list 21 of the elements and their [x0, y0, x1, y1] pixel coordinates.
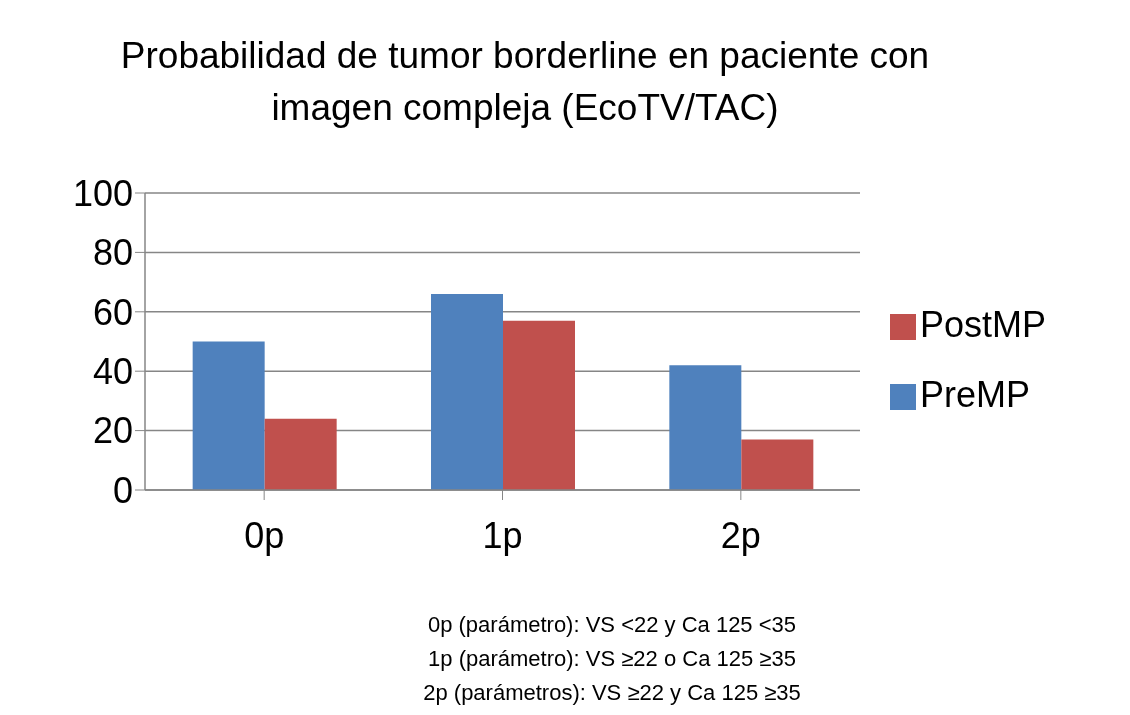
text: 2p (parámetros): VS ≥22 y Ca 125 ≥35 [422, 679, 802, 707]
y-tick-label: 20 [92, 410, 133, 452]
y-tick-label: 40 [92, 350, 133, 392]
bar [741, 439, 814, 490]
bar [431, 293, 503, 490]
y-tick-label: 0 [112, 469, 133, 511]
bar [503, 320, 575, 490]
bar [192, 341, 265, 490]
text: 1p (parámetro): VS ≥22 o Ca 125 ≥35 [427, 645, 797, 673]
bar [264, 418, 337, 490]
y-tick-label: 80 [92, 232, 133, 274]
bar [669, 365, 742, 490]
chart-title: Probabilidad de tumor borderline en paciente con imagen compleja (EcoTV/TAC) [119, 34, 931, 130]
y-tick-label: 100 [72, 172, 133, 214]
legend-label: PreMP [920, 374, 1031, 415]
y-tick-label: 60 [92, 291, 133, 333]
text: 0p (parámetro): VS <22 y Ca 125 <35 [426, 611, 798, 639]
legend-label: PostMP [920, 304, 1047, 345]
x-tick-label: 2p [720, 514, 761, 556]
x-tick-label: 0p [244, 514, 285, 556]
x-tick-label: 1p [482, 514, 523, 556]
